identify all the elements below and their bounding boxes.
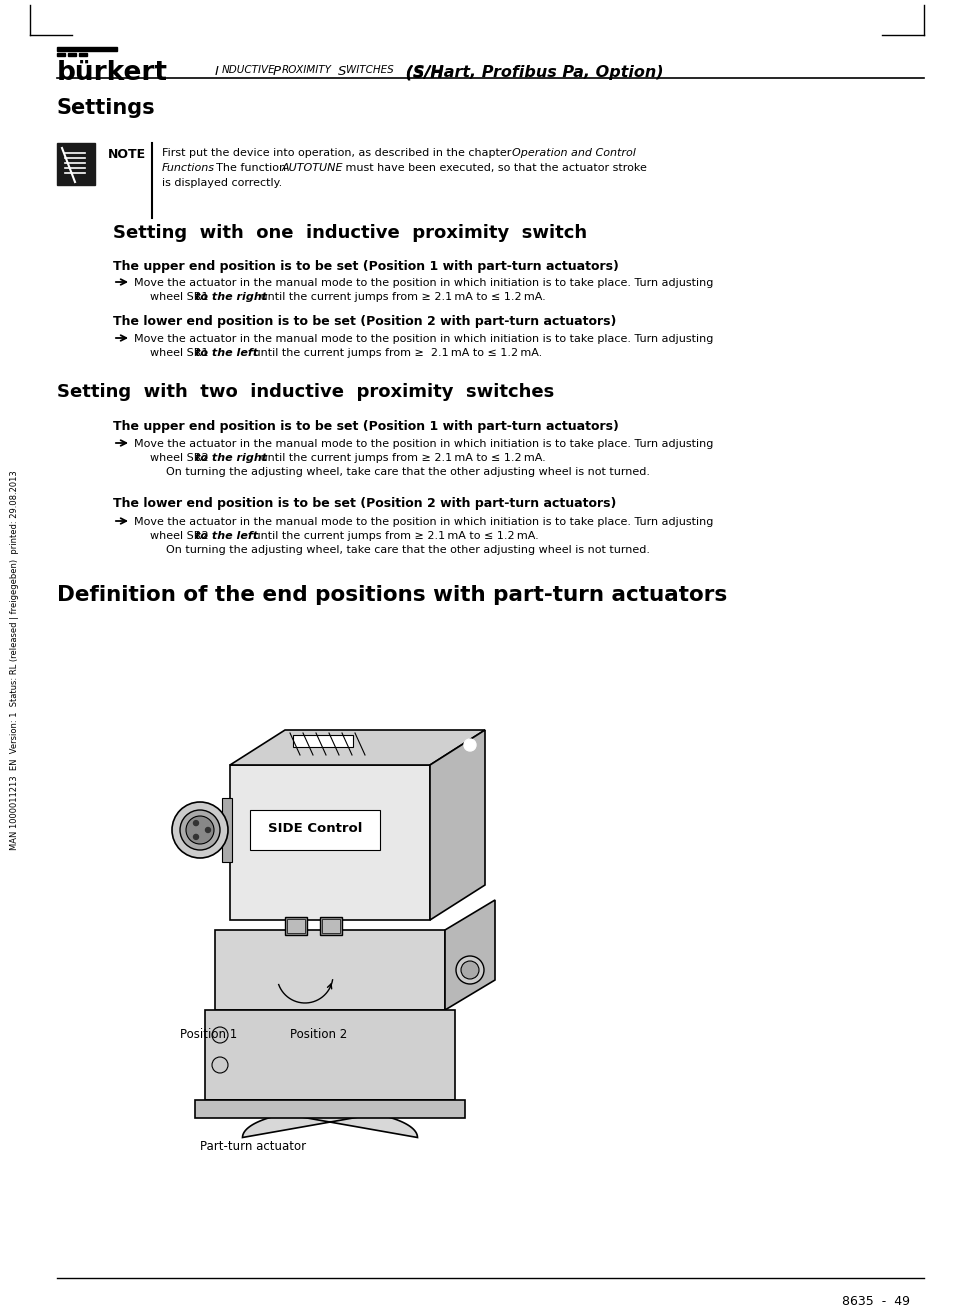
- Bar: [287, 919, 305, 934]
- Text: until the current jumps from ≥  2.1 mA to ≤ 1.2 mA.: until the current jumps from ≥ 2.1 mA to…: [250, 348, 541, 358]
- Text: NDUCTIVE: NDUCTIVE: [222, 64, 275, 75]
- Text: The upper end position is to be set (Position 1 with part-turn actuators): The upper end position is to be set (Pos…: [112, 260, 618, 274]
- FancyBboxPatch shape: [250, 810, 379, 849]
- Text: Setting  with  one  inductive  proximity  switch: Setting with one inductive proximity swi…: [112, 224, 586, 242]
- Circle shape: [193, 835, 198, 839]
- Text: wheel SR2: wheel SR2: [150, 452, 212, 463]
- Text: Move the actuator in the manual mode to the position in which initiation is to t: Move the actuator in the manual mode to …: [133, 277, 713, 288]
- Text: Position 2: Position 2: [290, 1028, 347, 1041]
- Text: 8635  -  49: 8635 - 49: [841, 1295, 909, 1308]
- Text: Definition of the end positions with part-turn actuators: Definition of the end positions with par…: [57, 585, 726, 605]
- Polygon shape: [444, 899, 495, 1010]
- Polygon shape: [230, 730, 484, 765]
- Text: (S/H: (S/H: [399, 64, 443, 80]
- Text: must have been executed, so that the actuator stroke: must have been executed, so that the act…: [341, 163, 646, 174]
- Text: ROXIMITY: ROXIMITY: [282, 64, 332, 75]
- Text: The lower end position is to be set (Position 2 with part-turn actuators): The lower end position is to be set (Pos…: [112, 497, 616, 510]
- Polygon shape: [205, 1101, 455, 1137]
- Text: AUTOTUNE: AUTOTUNE: [282, 163, 343, 174]
- Text: is displayed correctly.: is displayed correctly.: [162, 178, 282, 188]
- Text: until the current jumps from ≥ 2.1 mA to ≤ 1.2 mA.: until the current jumps from ≥ 2.1 mA to…: [256, 292, 545, 302]
- Circle shape: [193, 821, 198, 826]
- Text: Operation and Control: Operation and Control: [512, 149, 636, 158]
- Bar: [194, 1101, 464, 1118]
- Circle shape: [212, 1027, 228, 1043]
- Circle shape: [180, 810, 220, 849]
- Text: to the right: to the right: [194, 452, 267, 463]
- Text: P: P: [273, 64, 281, 78]
- Bar: [68, 53, 76, 57]
- Text: On turning the adjusting wheel, take care that the other adjusting wheel is not : On turning the adjusting wheel, take car…: [166, 544, 649, 555]
- Text: wheel SR1: wheel SR1: [150, 292, 212, 302]
- Bar: [222, 798, 232, 863]
- Bar: [57, 143, 95, 185]
- Text: to the left: to the left: [194, 531, 258, 540]
- Text: until the current jumps from ≥ 2.1 mA to ≤ 1.2 mA.: until the current jumps from ≥ 2.1 mA to…: [256, 452, 545, 463]
- Text: Setting  with  two  inductive  proximity  switches: Setting with two inductive proximity swi…: [57, 383, 554, 401]
- Circle shape: [205, 827, 211, 832]
- Polygon shape: [293, 735, 353, 747]
- Text: Part-turn actuator: Part-turn actuator: [200, 1140, 306, 1153]
- Text: Move the actuator in the manual mode to the position in which initiation is to t: Move the actuator in the manual mode to …: [133, 334, 713, 345]
- Text: The lower end position is to be set (Position 2 with part-turn actuators): The lower end position is to be set (Pos…: [112, 316, 616, 327]
- Polygon shape: [430, 730, 484, 920]
- Circle shape: [463, 739, 476, 751]
- Bar: [57, 53, 65, 57]
- Bar: [285, 917, 307, 935]
- Bar: [214, 930, 444, 1010]
- Text: WITCHES: WITCHES: [346, 64, 394, 75]
- Text: Functions: Functions: [162, 163, 214, 174]
- Text: First put the device into operation, as described in the chapter: First put the device into operation, as …: [162, 149, 515, 158]
- Text: The upper end position is to be set (Position 1 with part-turn actuators): The upper end position is to be set (Pos…: [112, 419, 618, 433]
- Text: NOTE: NOTE: [108, 149, 146, 160]
- Circle shape: [172, 802, 228, 857]
- Text: SIDE Control: SIDE Control: [268, 822, 362, 835]
- Bar: [79, 53, 87, 57]
- Text: Settings: Settings: [57, 99, 155, 118]
- Text: wheel SR2: wheel SR2: [150, 531, 212, 540]
- Circle shape: [186, 817, 213, 844]
- Bar: [322, 919, 339, 934]
- Bar: [205, 1010, 455, 1101]
- Bar: [319, 917, 341, 935]
- Circle shape: [456, 956, 483, 984]
- Text: I: I: [214, 64, 218, 78]
- Text: Move the actuator in the manual mode to the position in which initiation is to t: Move the actuator in the manual mode to …: [133, 439, 713, 448]
- Text: S: S: [337, 64, 346, 78]
- Text: MAN 1000011213  EN  Version: 1  Status: RL (released | freigegeben)  printed: 29: MAN 1000011213 EN Version: 1 Status: RL …: [10, 471, 19, 849]
- Circle shape: [460, 961, 478, 978]
- Text: Position 1: Position 1: [180, 1028, 237, 1041]
- Text: Move the actuator in the manual mode to the position in which initiation is to t: Move the actuator in the manual mode to …: [133, 517, 713, 527]
- Bar: [230, 765, 430, 920]
- Circle shape: [212, 1057, 228, 1073]
- Text: to the right: to the right: [194, 292, 267, 302]
- Text: (S/Hart, Profibus Pa, Option): (S/Hart, Profibus Pa, Option): [399, 64, 663, 80]
- Text: to the left: to the left: [194, 348, 258, 358]
- Text: bürkert: bürkert: [57, 60, 168, 85]
- Text: until the current jumps from ≥ 2.1 mA to ≤ 1.2 mA.: until the current jumps from ≥ 2.1 mA to…: [250, 531, 538, 540]
- Text: On turning the adjusting wheel, take care that the other adjusting wheel is not : On turning the adjusting wheel, take car…: [166, 467, 649, 477]
- Bar: [57, 47, 117, 51]
- Text: . The function: . The function: [209, 163, 290, 174]
- Text: wheel SR1: wheel SR1: [150, 348, 212, 358]
